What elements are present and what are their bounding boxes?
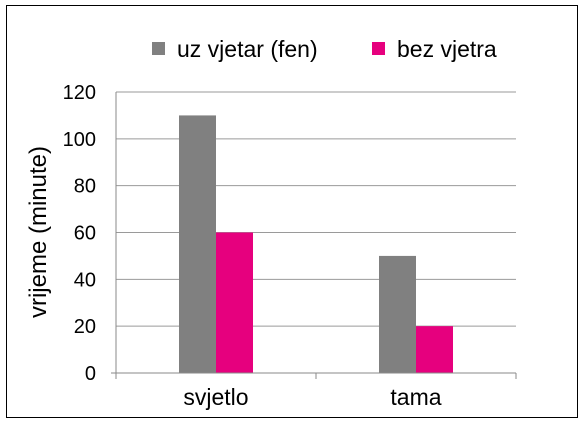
legend-label: bez vjetra <box>397 36 497 62</box>
gridlines <box>116 91 516 327</box>
y-tick-label: 60 <box>74 223 96 245</box>
y-tick-label: 100 <box>63 129 96 151</box>
legend-label: uz vjetar (fen) <box>177 36 318 62</box>
legend-swatch <box>372 42 385 55</box>
y-tick-label: 0 <box>85 363 96 385</box>
bars <box>179 115 453 374</box>
chart-frame <box>6 5 578 418</box>
y-tick-label: 20 <box>74 316 96 338</box>
legend-swatch <box>152 42 165 55</box>
x-tick-label: svjetlo <box>183 384 248 410</box>
legend: uz vjetar (fen) bez vjetra <box>152 36 497 62</box>
x-tick-label: tama <box>390 384 441 410</box>
y-tick-label: 40 <box>74 269 96 291</box>
y-axis-label: vrijeme (minute) <box>25 146 52 318</box>
bar-bez-svjetlo <box>216 232 253 373</box>
bar-uz-svjetlo <box>179 115 216 374</box>
axes: 0 20 40 60 80 100 120 svjetlo tama <box>63 82 517 410</box>
bar-bez-tama <box>416 326 453 373</box>
y-tick-label: 120 <box>63 82 96 104</box>
y-tick-label: 80 <box>74 176 96 198</box>
bar-uz-tama <box>379 255 416 373</box>
